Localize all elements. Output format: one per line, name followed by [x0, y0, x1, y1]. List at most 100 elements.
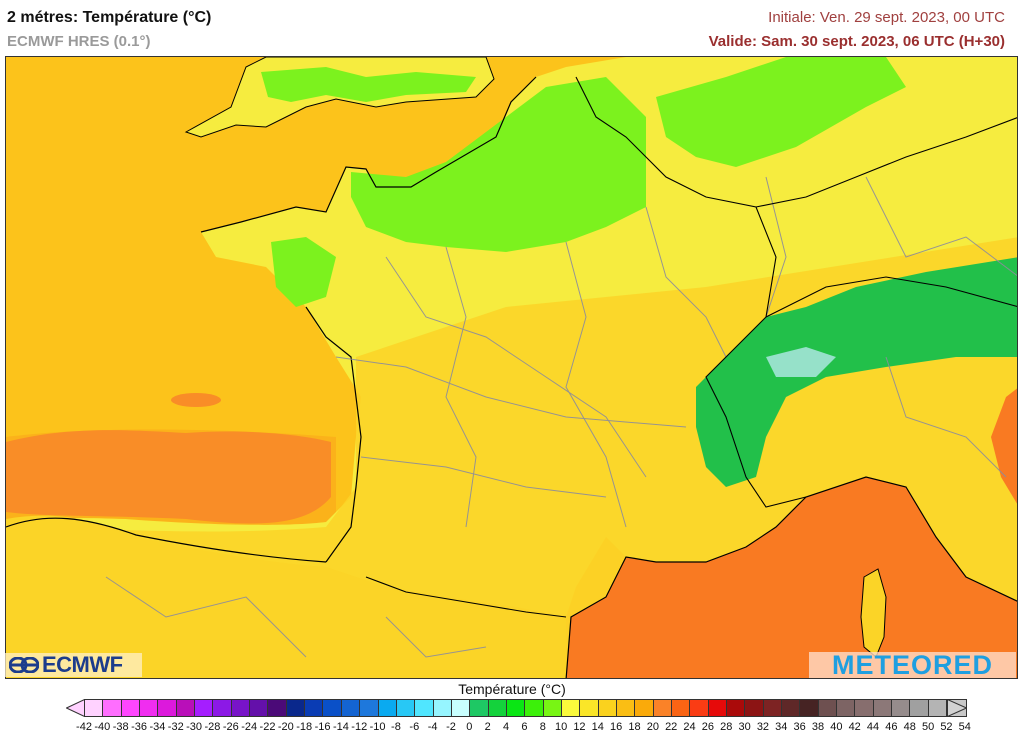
- colorbar-tick-label: -28: [204, 721, 221, 733]
- colorbar-cell: [360, 700, 379, 716]
- colorbar-cell: [928, 700, 948, 716]
- colorbar-tick-label: 22: [665, 721, 678, 733]
- colorbar-cell: [396, 700, 416, 716]
- colorbar-tick-label: -2: [446, 721, 456, 733]
- colorbar-tick-label: 26: [701, 721, 715, 733]
- colorbar-tick-label: -6: [409, 721, 420, 733]
- colorbar-cell: [818, 700, 838, 716]
- colorbar-max-arrow-icon: [947, 699, 967, 717]
- ecmwf-logo-icon: [8, 656, 40, 674]
- model-label: ECMWF HRES (0.1°): [7, 33, 151, 50]
- colorbar-cell: [616, 700, 636, 716]
- colorbar-cell: [690, 700, 709, 716]
- colorbar-tick-label: -42: [76, 721, 92, 733]
- colorbar-cell: [195, 700, 214, 716]
- colorbar-cell: [323, 700, 342, 716]
- colorbar-tick-label: -34: [149, 721, 166, 733]
- colorbar-cell: [708, 700, 728, 716]
- colorbar-tick-label: 18: [628, 721, 641, 733]
- colorbar-tick-label: 28: [720, 721, 733, 733]
- colorbar-cell: [415, 700, 434, 716]
- colorbar-cell: [855, 700, 874, 716]
- colorbar-tick-label: 10: [554, 721, 568, 733]
- colorbar-tick-label: 14: [591, 721, 604, 733]
- colorbar-tick-label: 4: [502, 721, 510, 733]
- meteored-logo-text: METEORED: [831, 650, 993, 680]
- colorbar-title: Température (°C): [458, 681, 566, 697]
- colorbar-tick-label: -38: [112, 721, 129, 733]
- colorbar-tick-label: 32: [756, 721, 770, 733]
- colorbar-cell: [286, 700, 306, 716]
- colorbar-tick-label: 8: [539, 721, 546, 733]
- colorbar-cell: [85, 700, 104, 716]
- colorbar-cell: [782, 700, 801, 716]
- colorbar-tick-label: -20: [277, 721, 294, 733]
- colorbar-cell: [910, 700, 929, 716]
- colorbar-cell: [653, 700, 672, 716]
- colorbar-cell: [451, 700, 471, 716]
- colorbar-cell: [873, 700, 893, 716]
- colorbar-cell: [543, 700, 562, 716]
- colorbar-tick-label: -32: [167, 721, 184, 733]
- colorbar-cell: [268, 700, 287, 716]
- ecmwf-logo-text: ECMWF: [42, 652, 123, 677]
- colorbar-tick-label: 44: [866, 721, 880, 733]
- colorbar-cell: [378, 700, 397, 716]
- colorbar-tick-label: -40: [94, 721, 111, 733]
- colorbar-cell: [892, 700, 911, 716]
- meteored-logo: METEORED: [809, 650, 1016, 680]
- colorbar-cell: [598, 700, 617, 716]
- colorbar-tick-label: -4: [427, 721, 438, 733]
- colorbar-cell: [488, 700, 507, 716]
- colorbar-cell: [635, 700, 654, 716]
- colorbar-tick-label: 36: [793, 721, 806, 733]
- colorbar-tick-label: 42: [848, 721, 861, 733]
- colorbar-tick-label: 46: [885, 721, 898, 733]
- valid-time: Valide: Sam. 30 sept. 2023, 06 UTC (H+30…: [708, 33, 1005, 50]
- colorbar-cell: [158, 700, 177, 716]
- colorbar-tick-label: 2: [484, 721, 491, 733]
- colorbar-cell: [231, 700, 251, 716]
- colorbar-cell: [745, 700, 764, 716]
- colorbar-tick-label: 20: [646, 721, 659, 733]
- colorbar-tick-label: -10: [369, 721, 386, 733]
- colorbar-labels: -42 -40 -38 -36 -34 -32 -30 -28 -26 -24 -22 -20 -18-…: [0, 721, 1024, 735]
- colorbar-cell: [837, 700, 856, 716]
- colorbar-tick-label: 34: [775, 721, 788, 733]
- colorbar-tick-label: 12: [573, 721, 586, 733]
- temperature-map[interactable]: [5, 56, 1018, 679]
- colorbar-tick-label: -14: [332, 721, 349, 733]
- colorbar-cell: [506, 700, 526, 716]
- colorbar-cell: [121, 700, 141, 716]
- colorbar-tick-label: 6: [521, 721, 528, 733]
- ecmwf-logo: ECMWF: [5, 653, 142, 677]
- colorbar-cell: [103, 700, 122, 716]
- colorbar-tick-label: 48: [903, 721, 916, 733]
- colorbar-tick-label: -16: [314, 721, 331, 733]
- colorbar-tick-label: 38: [811, 721, 825, 733]
- colorbar-cell: [727, 700, 746, 716]
- colorbar-tick-label: 0: [466, 721, 473, 733]
- colorbar-cell: [672, 700, 691, 716]
- colorbar-cell: [341, 700, 361, 716]
- colorbar-tick-label: -12: [351, 721, 368, 733]
- colorbar-cell: [176, 700, 196, 716]
- colorbar-cell: [525, 700, 544, 716]
- colorbar-tick-label: -22: [259, 721, 276, 733]
- colorbar-tick-label: -26: [222, 721, 239, 733]
- colorbar-tick-label: -36: [131, 721, 147, 733]
- colorbar-cell: [763, 700, 783, 716]
- map-canvas: [6, 57, 1017, 678]
- colorbar-tick-label: -18: [296, 721, 313, 733]
- colorbar-cell: [140, 700, 159, 716]
- colorbar-min-arrow-icon: [66, 699, 85, 717]
- colorbar-tick-label: -30: [186, 721, 203, 733]
- colorbar: [84, 699, 967, 717]
- colorbar-cell: [250, 700, 269, 716]
- colorbar-cell: [561, 700, 581, 716]
- colorbar-tick-label: 52: [940, 721, 953, 733]
- colorbar-tick-label: 40: [830, 721, 843, 733]
- colorbar-tick-label: 16: [610, 721, 623, 733]
- init-time: Initiale: Ven. 29 sept. 2023, 00 UTC: [768, 9, 1005, 26]
- colorbar-tick-label: 54: [958, 721, 971, 733]
